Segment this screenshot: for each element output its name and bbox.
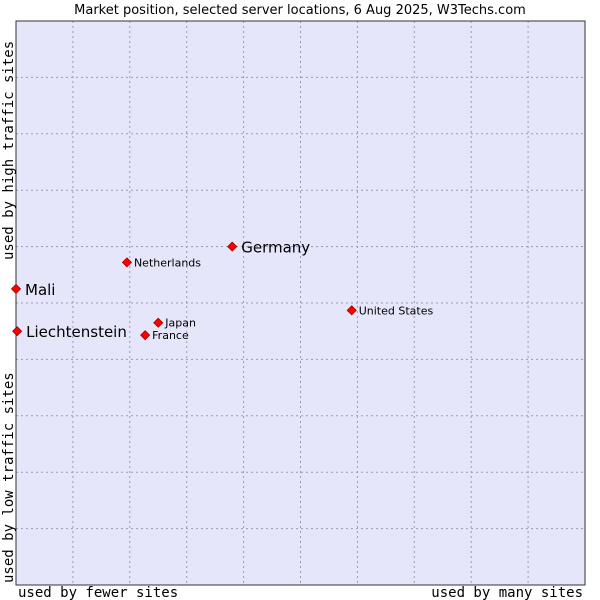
data-point: United States bbox=[346, 304, 434, 317]
point-label: Germany bbox=[241, 239, 310, 257]
point-label: France bbox=[152, 329, 189, 342]
point-label: United States bbox=[359, 304, 434, 317]
point-label: Netherlands bbox=[134, 256, 201, 269]
point-marker bbox=[140, 330, 151, 341]
data-point: Germany bbox=[227, 239, 310, 257]
x-axis-label-left: used by fewer sites bbox=[18, 585, 178, 600]
grid-lines bbox=[16, 21, 585, 585]
chart-title: Market position, selected server locatio… bbox=[74, 3, 526, 18]
point-marker bbox=[121, 257, 133, 268]
point-marker bbox=[227, 241, 238, 252]
data-point: Liechtenstein bbox=[12, 323, 127, 341]
data-point: Netherlands bbox=[121, 256, 201, 269]
data-point: France bbox=[140, 329, 189, 342]
plot-border bbox=[15, 20, 586, 586]
data-point: Mali bbox=[10, 281, 55, 299]
point-marker bbox=[12, 326, 23, 337]
x-axis-label-right: used by many sites bbox=[431, 585, 583, 600]
point-marker bbox=[346, 305, 357, 316]
y-axis-label-top: used by high traffic sites bbox=[1, 41, 17, 260]
point-label: Mali bbox=[25, 281, 55, 299]
data-point: Japan bbox=[153, 317, 196, 330]
y-axis-label-bottom: used by low traffic sites bbox=[1, 372, 17, 583]
point-marker bbox=[153, 317, 164, 328]
data-points: Germany Netherlands Mali United States Japan… bbox=[10, 239, 434, 342]
point-label: Japan bbox=[164, 317, 196, 330]
point-marker bbox=[10, 283, 22, 294]
point-label: Liechtenstein bbox=[26, 323, 127, 341]
